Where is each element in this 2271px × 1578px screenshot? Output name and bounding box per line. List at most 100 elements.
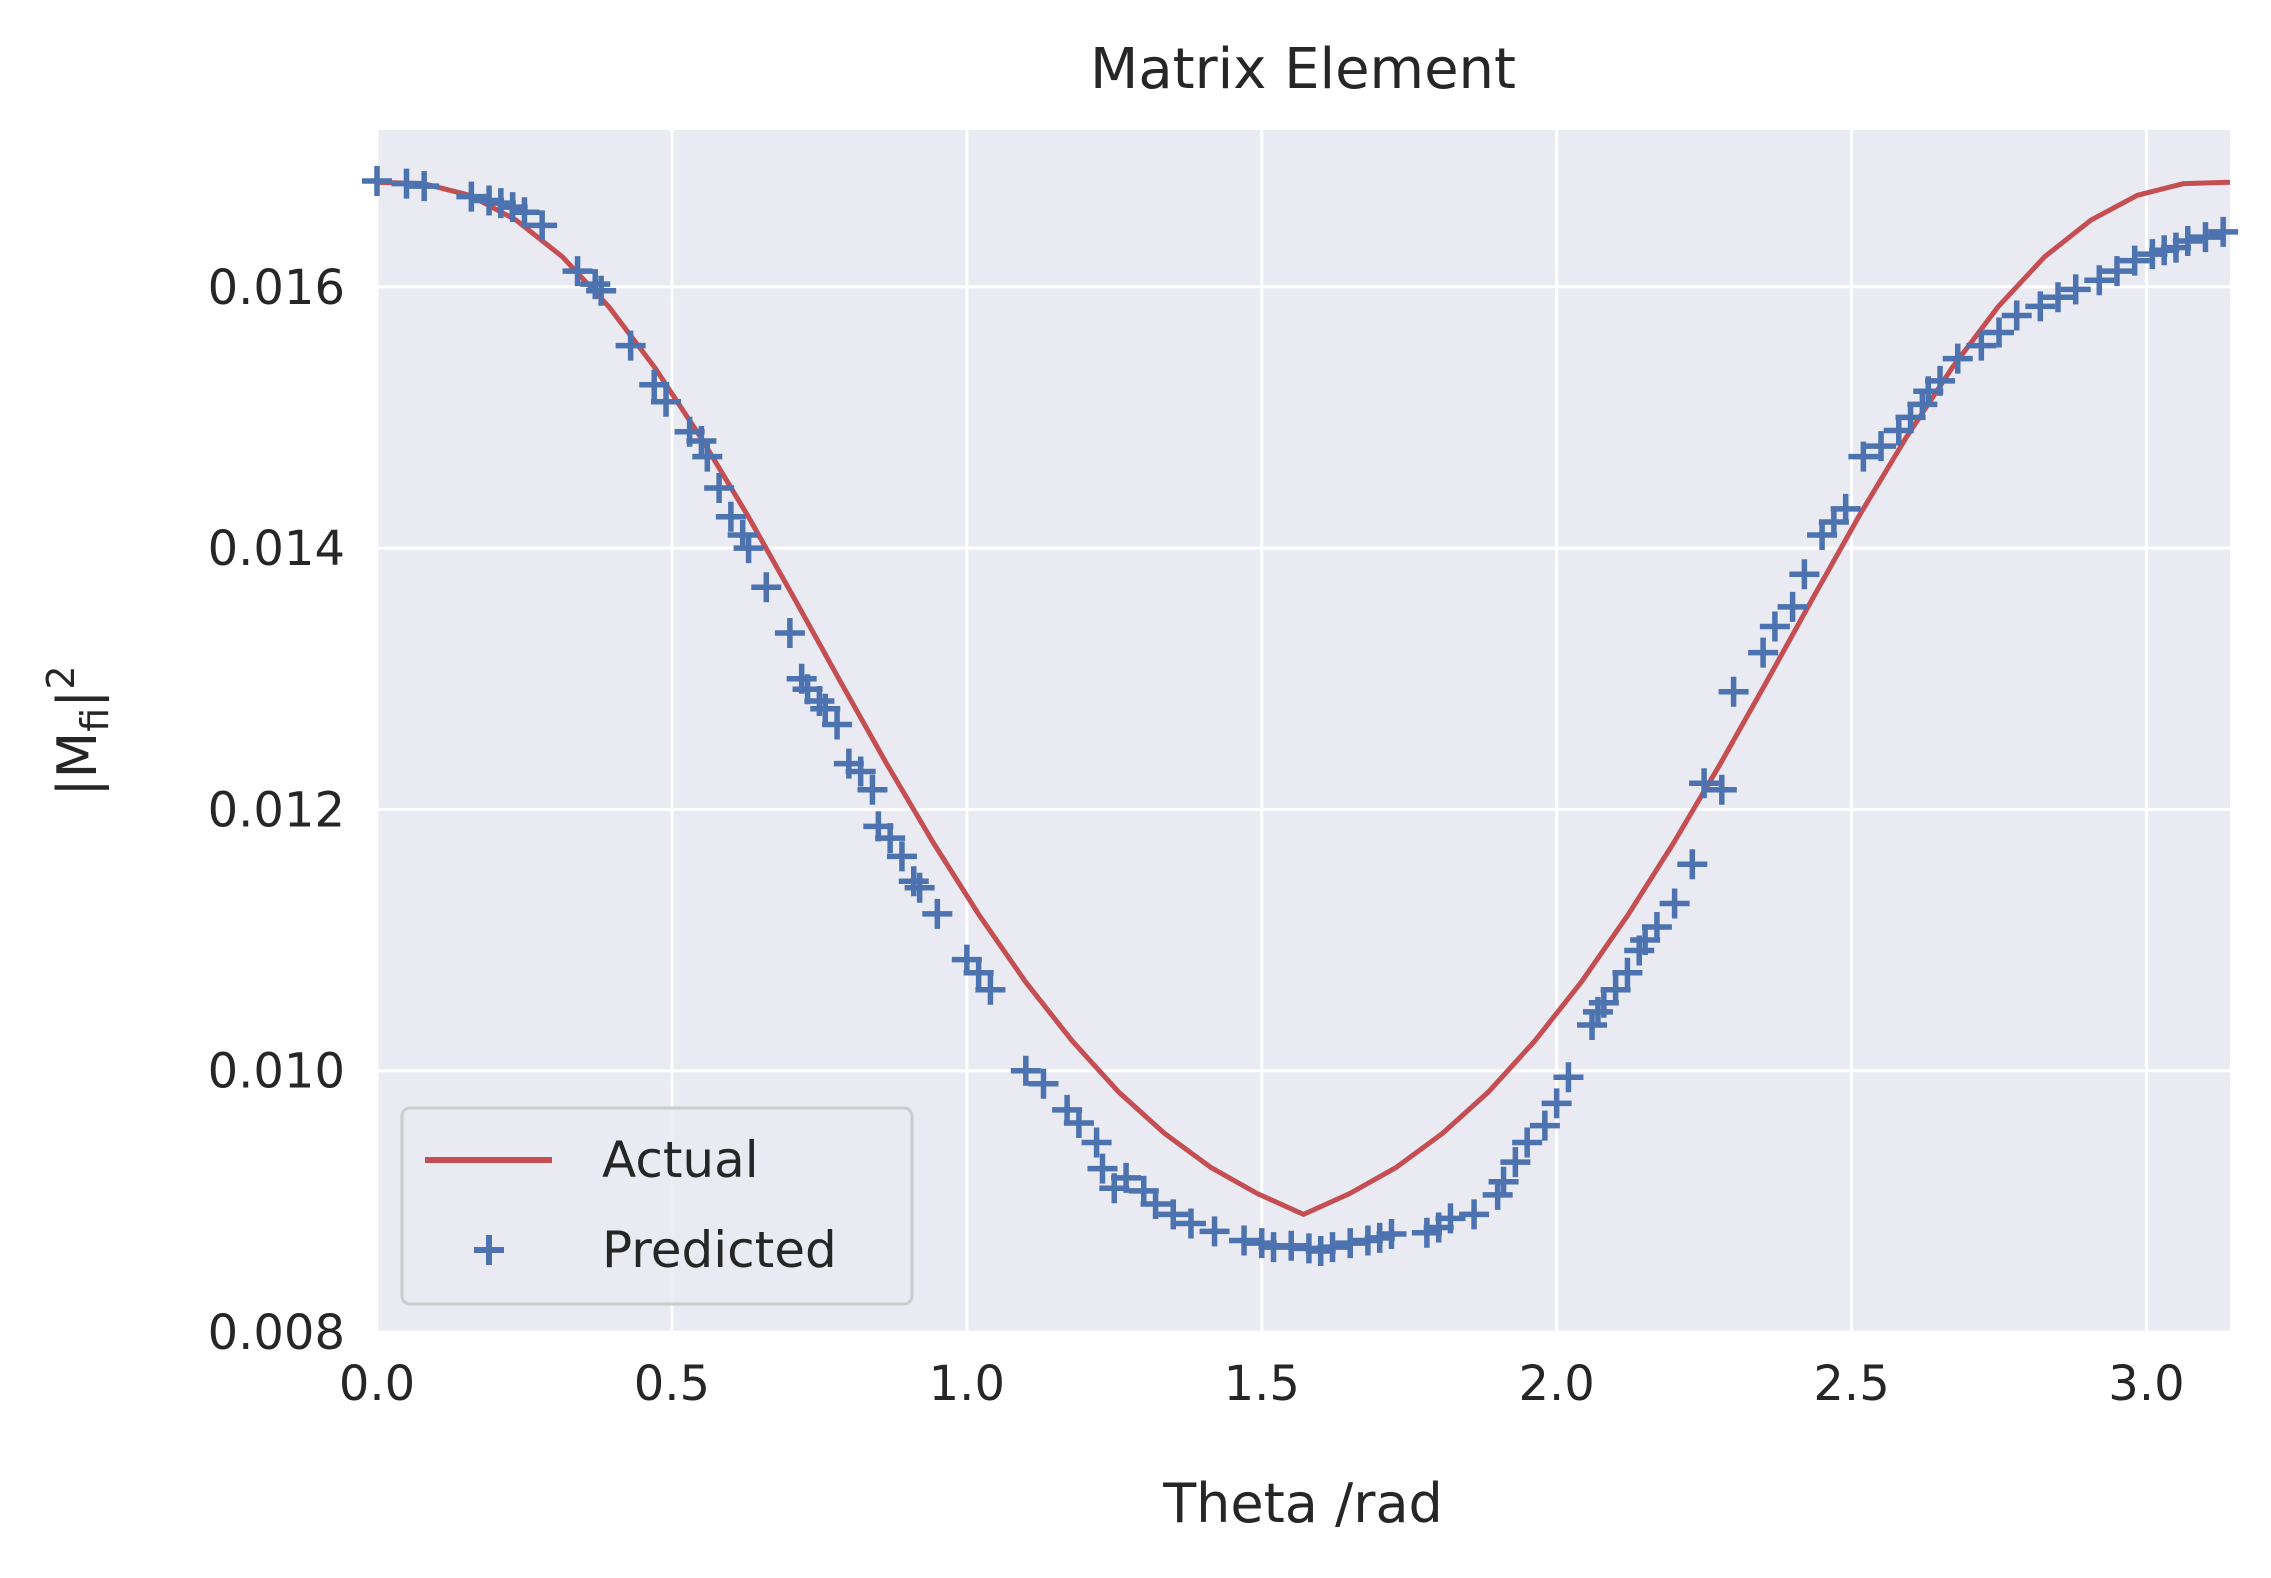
- predicted-point: [1748, 637, 1779, 668]
- predicted-point: [922, 898, 953, 929]
- legend-predicted-swatch: [474, 1235, 504, 1265]
- predicted-point: [692, 441, 723, 472]
- predicted-point: [1612, 957, 1643, 988]
- y-tick-label: 0.012: [208, 782, 345, 838]
- predicted-point: [1529, 1110, 1560, 1141]
- predicted-point: [1488, 1166, 1519, 1197]
- predicted-point: [751, 572, 782, 603]
- predicted-point: [686, 425, 717, 456]
- predicted-point: [651, 386, 682, 417]
- predicted-point: [845, 756, 876, 787]
- predicted-point: [2043, 282, 2074, 313]
- predicted-point: [1641, 911, 1672, 942]
- predicted-point: [774, 618, 805, 649]
- predicted-point: [586, 275, 617, 306]
- chart-title: Matrix Element: [1090, 37, 1516, 102]
- predicted-point: [562, 256, 593, 287]
- predicted-point: [1577, 1009, 1608, 1040]
- predicted-point: [1028, 1068, 1059, 1099]
- predicted-point: [1158, 1199, 1189, 1230]
- predicted-point: [2119, 245, 2150, 276]
- predicted-point: [1459, 1199, 1490, 1230]
- predicted-point: [1541, 1088, 1572, 1119]
- predicted-point: [715, 501, 746, 532]
- y-tick-label: 0.016: [208, 260, 345, 316]
- predicted-point: [1553, 1062, 1584, 1093]
- x-tick-label: 2.5: [1813, 1356, 1889, 1412]
- predicted-point: [1984, 317, 2015, 348]
- grid-lines: [375, 130, 2230, 1334]
- predicted-point: [1376, 1219, 1407, 1250]
- predicted-point: [975, 974, 1006, 1005]
- x-tick-label: 0.0: [339, 1356, 415, 1412]
- predicted-point: [2025, 291, 2056, 322]
- predicted-point: [1063, 1107, 1094, 1138]
- predicted-point: [1718, 676, 1749, 707]
- predicted-point: [1706, 774, 1737, 805]
- predicted-point: [1175, 1208, 1206, 1239]
- predicted-point: [615, 330, 646, 361]
- predicted-point: [456, 181, 487, 212]
- predicted-point: [639, 369, 670, 400]
- predicted-point: [704, 472, 735, 503]
- predicted-point: [362, 165, 392, 196]
- predicted-point: [1689, 768, 1720, 799]
- predicted-point: [857, 774, 888, 805]
- predicted-point: [898, 866, 929, 897]
- predicted-point: [1500, 1147, 1531, 1178]
- predicted-point: [875, 823, 906, 854]
- predicted-point: [963, 957, 994, 988]
- predicted-point: [1789, 559, 1820, 590]
- y-tick-label: 0.014: [208, 521, 345, 577]
- x-tick-label: 0.5: [634, 1356, 710, 1412]
- legend-predicted-label: Predicted: [602, 1221, 837, 1279]
- predicted-point: [409, 171, 440, 202]
- predicted-point: [1830, 493, 1861, 524]
- predicted-point: [1659, 888, 1690, 919]
- predicted-point: [1435, 1203, 1466, 1234]
- predicted-point: [2084, 265, 2115, 296]
- predicted-point: [2208, 216, 2239, 247]
- predicted-point: [2001, 300, 2032, 331]
- y-tick-label: 0.010: [208, 1044, 345, 1100]
- predicted-point: [1907, 389, 1938, 420]
- predicted-point: [886, 841, 917, 872]
- predicted-point: [1866, 431, 1897, 462]
- x-tick-label: 1.5: [1224, 1356, 1300, 1412]
- predicted-point: [1677, 849, 1708, 880]
- predicted-point: [1140, 1188, 1171, 1219]
- predicted-point: [2101, 256, 2132, 287]
- predicted-point: [1925, 365, 1956, 396]
- y-tick-label: 0.008: [208, 1305, 345, 1361]
- predicted-point: [810, 693, 841, 724]
- predicted-point: [904, 872, 935, 903]
- predicted-point: [2060, 274, 2091, 305]
- predicted-point: [1759, 611, 1790, 642]
- x-tick-label: 2.0: [1518, 1356, 1594, 1412]
- predicted-point: [1600, 974, 1631, 1005]
- predicted-point: [1317, 1232, 1348, 1263]
- predicted-point: [2190, 222, 2221, 253]
- predicted-point: [1966, 330, 1997, 361]
- predicted-point: [733, 533, 764, 564]
- data-layer: [362, 165, 2239, 1266]
- legend: Actual Predicted: [400, 1106, 914, 1306]
- predicted-point: [1777, 591, 1808, 622]
- y-axis-label: |Mfi|2: [39, 665, 117, 796]
- predicted-point: [1482, 1179, 1513, 1210]
- x-tick-label: 3.0: [2108, 1356, 2184, 1412]
- predicted-point: [1111, 1162, 1142, 1193]
- x-axis-label: Theta /rad: [1162, 1472, 1443, 1535]
- predicted-point: [2172, 226, 2203, 257]
- x-tick-label: 1.0: [929, 1356, 1005, 1412]
- legend-actual-label: Actual: [602, 1131, 759, 1189]
- predicted-point: [1512, 1127, 1543, 1158]
- predicted-point: [1848, 441, 1879, 472]
- predicted-point: [1010, 1055, 1041, 1086]
- predicted-point: [1087, 1153, 1118, 1184]
- predicted-point: [527, 210, 558, 241]
- predicted-point: [822, 709, 853, 740]
- predicted-point: [509, 197, 540, 228]
